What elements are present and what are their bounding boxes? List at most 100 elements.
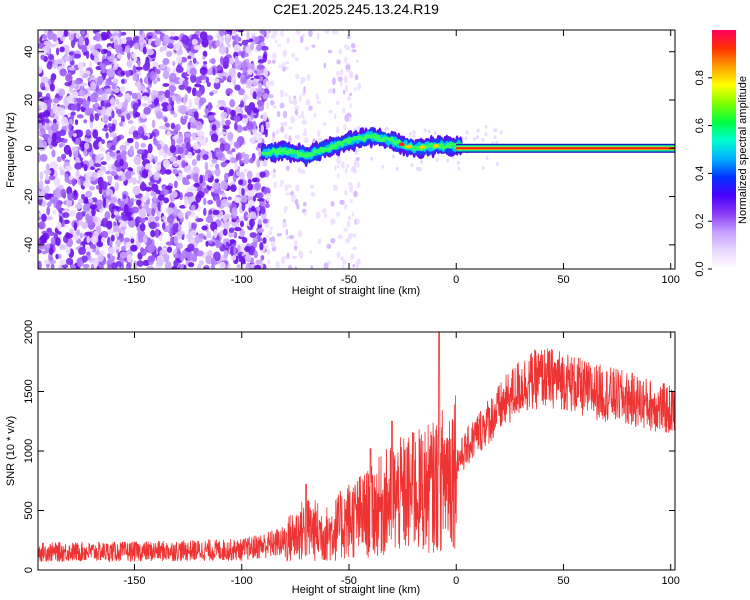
- heatmap-noise-cell: [80, 82, 87, 87]
- heatmap-noise-cell: [74, 162, 82, 170]
- heatmap-noise-cell: [156, 30, 161, 35]
- heatmap-noise-cell: [125, 36, 133, 41]
- heatmap-noise-cell: [194, 83, 202, 88]
- heatmap-noise-cell: [159, 46, 164, 53]
- heatmap-noise-cell: [236, 124, 243, 133]
- heatmap-noise-cell: [110, 213, 115, 219]
- heatmap-noise-cell: [99, 263, 104, 269]
- heatmap-sparse-cell: [278, 64, 283, 69]
- heatmap-noise-cell: [226, 150, 233, 155]
- heatmap-sparse-cell: [272, 104, 277, 109]
- heatmap-sparse-cell: [302, 132, 308, 137]
- heatmap-noise-cell: [246, 121, 254, 130]
- heatmap-sparse-cell: [296, 30, 301, 35]
- heatmap-noise-cell: [109, 131, 117, 138]
- heatmap-sparse-cell: [493, 135, 497, 140]
- heatmap-noise-cell: [187, 121, 191, 130]
- heatmap-sparse-cell: [344, 203, 348, 211]
- heatmap-noise-cell: [234, 122, 238, 131]
- heatmap-noise-cell: [121, 31, 127, 36]
- heatmap-noise-cell: [231, 30, 237, 37]
- heatmap-x-tick-label: 100: [662, 274, 680, 286]
- heatmap-sparse-cell: [309, 184, 315, 189]
- heatmap-noise-cell: [243, 52, 249, 58]
- heatmap-sparse-cell: [345, 45, 351, 51]
- heatmap-noise-cell: [162, 159, 171, 169]
- heatmap-sparse-cell: [286, 184, 292, 189]
- heatmap-noise-cell: [82, 263, 90, 269]
- heatmap-noise-cell: [65, 198, 73, 208]
- heatmap-sparse-cell: [346, 163, 350, 169]
- heatmap-noise-cell: [168, 96, 172, 105]
- heatmap-signal-cell: [305, 153, 311, 158]
- heatmap-signal-peak: [419, 145, 426, 150]
- heatmap-noise-cell: [259, 242, 264, 251]
- heatmap-sparse-cell: [481, 165, 485, 170]
- heatmap-noise-cell: [213, 228, 218, 239]
- heatmap-y-ticks: -40 -20 0 20 40: [23, 46, 675, 253]
- heatmap-noise-cell: [217, 72, 223, 77]
- heatmap-noise-cell: [205, 240, 209, 247]
- heatmap-noise-cell: [241, 187, 245, 196]
- colorbar-tick-label: 0.2: [694, 214, 706, 229]
- heatmap-noise-cell: [52, 209, 57, 215]
- heatmap-noise-cell: [107, 253, 111, 259]
- heatmap-sparse-cell: [419, 159, 423, 164]
- heatmap-noise-cell: [75, 30, 81, 39]
- heatmap-noise-cell: [244, 254, 252, 262]
- heatmap-noise-cell: [256, 158, 261, 168]
- heatmap-noise-cell: [40, 54, 45, 61]
- heatmap-noise-cell: [209, 66, 214, 76]
- heatmap-x-tick-label: 50: [557, 274, 569, 286]
- heatmap-noise-cell: [185, 142, 191, 151]
- heatmap-noise-cell: [97, 106, 103, 111]
- heatmap-noise-cell: [78, 90, 86, 97]
- heatmap-sparse-cell: [353, 190, 358, 198]
- heatmap-noise-cell: [103, 114, 109, 125]
- heatmap-sparse-cell: [295, 184, 300, 192]
- heatmap-noise-cell: [77, 62, 85, 70]
- heatmap-sparse-cell: [281, 256, 285, 265]
- heatmap-sparse-cell: [476, 135, 480, 140]
- heatmap-noise-cell: [215, 239, 220, 249]
- heatmap-sparse-cell: [280, 125, 285, 133]
- heatmap-noise-cell: [256, 228, 265, 233]
- snr-x-label: Height of straight line (km): [292, 584, 420, 596]
- heatmap-noise-cell: [194, 76, 202, 84]
- heatmap-sparse-cell: [291, 196, 295, 203]
- heatmap-noise-cell: [227, 75, 232, 82]
- heatmap-noise-cell: [86, 236, 91, 244]
- heatmap-noise-cell: [257, 64, 264, 70]
- heatmap-noise-cell: [167, 104, 172, 112]
- heatmap-signal-cell: [281, 147, 286, 151]
- heatmap-noise-cell: [126, 59, 133, 68]
- heatmap-signal-cell: [295, 149, 300, 155]
- heatmap-noise-cell: [39, 171, 44, 181]
- heatmap-sparse-cell: [271, 52, 277, 60]
- heatmap-noise-cell: [179, 253, 185, 262]
- heatmap-sparse-cell: [269, 226, 274, 231]
- heatmap-y-tick-label: 20: [23, 94, 35, 106]
- heatmap-noise-cell: [75, 229, 81, 236]
- heatmap-sparse-cell: [347, 232, 353, 240]
- heatmap-noise-cell: [92, 139, 101, 150]
- heatmap-noise-cell: [95, 185, 100, 190]
- heatmap-sparse-cell: [275, 261, 280, 266]
- heatmap-sparse-cell: [383, 128, 387, 133]
- heatmap-sparse-cell: [300, 80, 304, 85]
- heatmap-noise-cell: [152, 94, 157, 100]
- heatmap-noise-cell: [65, 257, 74, 266]
- heatmap-noise-cell: [100, 161, 107, 166]
- heatmap-signal-cell: [448, 145, 453, 149]
- heatmap-noise-cell: [104, 61, 110, 66]
- heatmap-noise-cell: [105, 132, 109, 139]
- heatmap-noise-cell: [146, 48, 154, 56]
- heatmap-noise-cell: [42, 140, 48, 150]
- heatmap-noise-cell: [188, 220, 192, 230]
- heatmap-noise-cell: [205, 255, 213, 265]
- heatmap-noise-cell: [119, 86, 126, 93]
- heatmap-noise-cell: [178, 84, 186, 91]
- heatmap-noise-cell: [170, 236, 174, 244]
- heatmap-noise-cell: [187, 109, 193, 116]
- heatmap-sparse-cell: [282, 110, 288, 119]
